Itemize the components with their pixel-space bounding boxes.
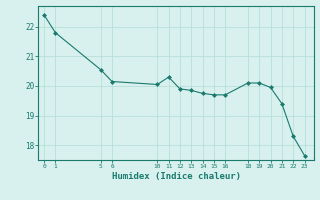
X-axis label: Humidex (Indice chaleur): Humidex (Indice chaleur) xyxy=(111,172,241,181)
